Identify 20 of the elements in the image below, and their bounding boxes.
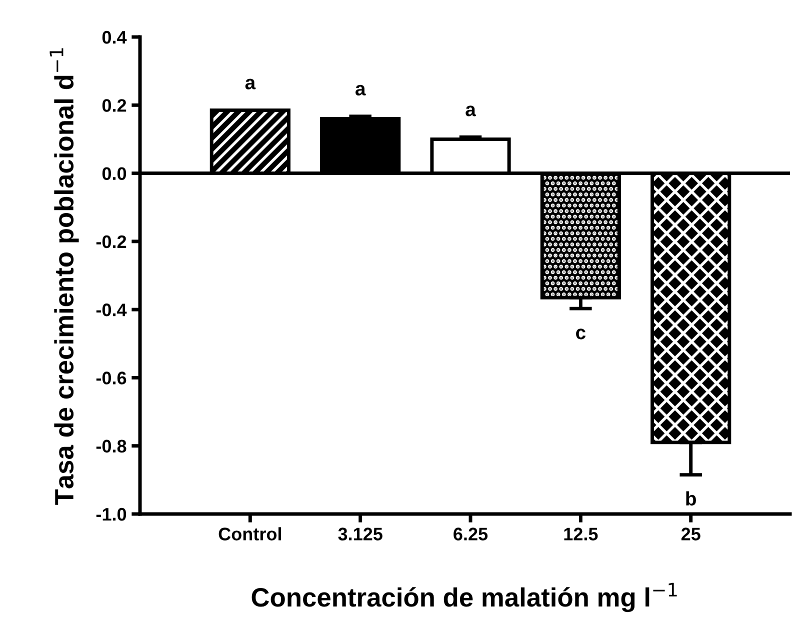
annotation: a — [466, 106, 476, 116]
y-tick-label: 0.4 — [102, 30, 127, 44]
annotation: c — [576, 328, 586, 340]
y-tick-label: 0.2 — [102, 99, 126, 112]
y-tick-label: -1.0 — [96, 508, 126, 521]
x-tick-label: 3.125 — [338, 528, 382, 540]
annotation: a — [356, 84, 366, 96]
annotation: b — [686, 491, 696, 506]
x-tick-label: 6.25 — [454, 528, 488, 540]
y-tick-label: -0.4 — [96, 304, 127, 316]
x-tick-label: 12.5 — [564, 528, 598, 540]
y-tick-label: 0.0 — [102, 167, 126, 180]
x-tick-label: Control — [218, 527, 281, 540]
y-tick-label: -0.6 — [96, 372, 126, 384]
y-tick-label: -0.2 — [96, 235, 126, 248]
annotation: a — [245, 78, 256, 90]
y-tick-label: -0.8 — [96, 440, 126, 453]
x-tick-label: 25 — [681, 528, 700, 540]
y-axis-title: Tasa de crecimiento poblacional d$^{−1}$ — [50, 48, 79, 505]
x-axis-title: Concentración de malatión mg l$^{−1}$ — [252, 582, 677, 612]
